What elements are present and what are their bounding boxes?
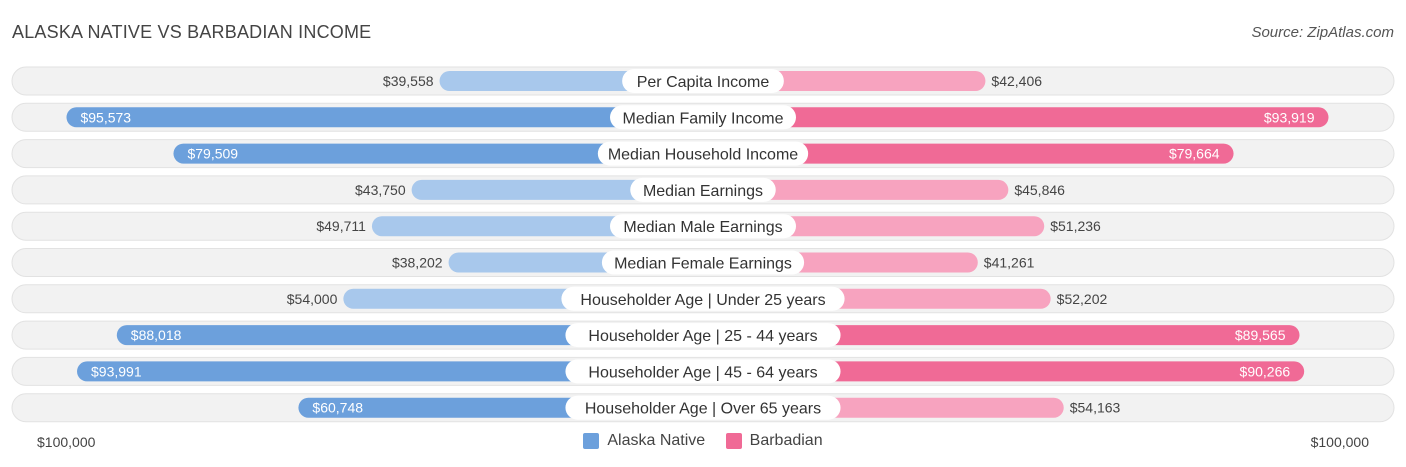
bar-alaska-native — [411, 179, 703, 200]
bar-alaska-native — [116, 325, 704, 346]
category-label: Median Male Earnings — [623, 219, 782, 236]
category-label-background — [565, 395, 841, 420]
value-label-alaska-native: $93,991 — [91, 363, 142, 379]
legend: Alaska Native Barbadian — [0, 432, 1406, 454]
bar-barbadian — [703, 361, 1305, 382]
value-label-barbadian: $42,406 — [991, 73, 1042, 89]
value-label-barbadian: $54,163 — [1070, 400, 1121, 416]
chart-title: ALASKA NATIVE VS BARBADIAN INCOME — [12, 22, 372, 42]
value-label-alaska-native: $54,000 — [287, 291, 338, 307]
category-label: Householder Age | Over 65 years — [585, 401, 821, 418]
axis-right-label: $100,000 — [1310, 434, 1369, 450]
value-label-alaska-native: $38,202 — [392, 255, 443, 271]
value-label-alaska-native: $39,558 — [383, 73, 434, 89]
value-label-barbadian: $45,846 — [1014, 182, 1065, 198]
bar-alaska-native — [66, 107, 703, 128]
bar-barbadian — [703, 325, 1300, 346]
category-label: Median Female Earnings — [614, 256, 792, 273]
value-label-alaska-native: $49,711 — [316, 218, 366, 234]
value-label-barbadian: $52,202 — [1057, 291, 1108, 307]
axis-left-label: $100,000 — [37, 434, 96, 450]
legend-item-barbadian: Barbadian — [725, 432, 823, 450]
bar-alaska-native — [173, 143, 703, 164]
category-label-background — [601, 250, 805, 275]
category-label: Per Capita Income — [637, 74, 770, 91]
category-label: Median Household Income — [608, 147, 798, 164]
category-label-background — [630, 177, 776, 202]
category-label-background — [610, 105, 796, 130]
value-label-alaska-native: $79,509 — [187, 146, 238, 162]
category-label: Householder Age | 45 - 64 years — [588, 364, 817, 381]
category-label-background — [565, 359, 841, 384]
bar-barbadian — [703, 107, 1329, 128]
value-label-barbadian: $51,236 — [1050, 218, 1101, 234]
legend-swatch-alaska-native — [583, 433, 600, 449]
category-label: Median Earnings — [643, 183, 763, 200]
value-label-barbadian: $90,266 — [1240, 363, 1291, 379]
value-label-barbadian: $79,664 — [1169, 146, 1220, 162]
bar-barbadian — [703, 143, 1234, 164]
legend-item-alaska-native: Alaska Native — [583, 432, 705, 450]
category-label-background — [565, 323, 841, 348]
category-label: Householder Age | 25 - 44 years — [588, 328, 817, 345]
legend-label-alaska-native: Alaska Native — [607, 432, 706, 449]
category-label: Householder Age | Under 25 years — [580, 292, 825, 309]
bar-alaska-native — [77, 361, 703, 382]
value-label-alaska-native: $60,748 — [312, 400, 363, 416]
legend-label-barbadian: Barbadian — [749, 432, 823, 449]
value-label-alaska-native: $43,750 — [355, 182, 406, 198]
source-note: Source: ZipAtlas.com — [1251, 24, 1394, 41]
category-label: Median Family Income — [623, 110, 784, 127]
category-label-background — [622, 69, 784, 93]
value-label-barbadian: $89,565 — [1235, 327, 1286, 343]
bar-barbadian — [703, 179, 1009, 200]
value-label-alaska-native: $95,573 — [80, 109, 131, 125]
value-label-barbadian: $93,919 — [1264, 109, 1315, 125]
category-label-background — [561, 286, 845, 311]
value-label-alaska-native: $88,018 — [131, 327, 182, 343]
legend-swatch-barbadian — [725, 433, 742, 449]
category-label-background — [597, 141, 809, 166]
category-label-background — [610, 214, 796, 239]
value-label-barbadian: $41,261 — [984, 255, 1035, 271]
